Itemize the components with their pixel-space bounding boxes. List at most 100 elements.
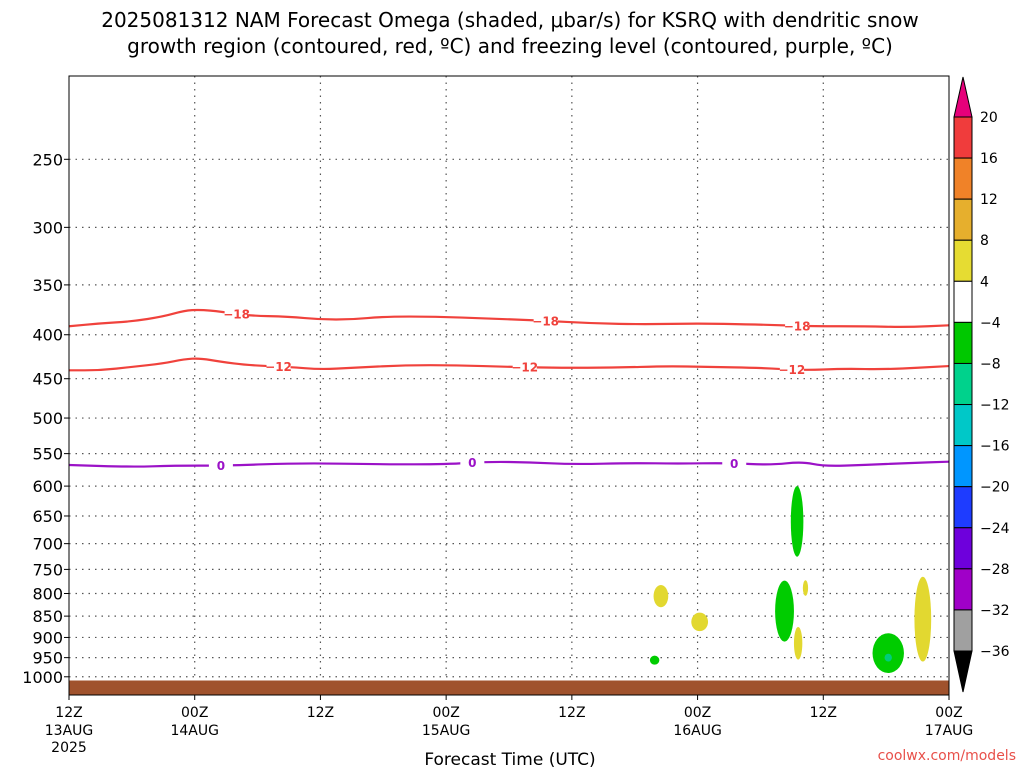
colorbar-label: −8 (980, 356, 1001, 372)
y-tick-label: 900 (32, 628, 63, 647)
colorbar-label: −36 (980, 644, 1010, 660)
colorbar-label: 8 (980, 233, 989, 249)
grid-lines (69, 76, 949, 695)
contour-label: −12 (511, 361, 538, 375)
colorbar-label: 4 (980, 274, 989, 290)
y-tick-label: 450 (32, 370, 63, 389)
x-tick-label: 00Z (181, 705, 208, 721)
contour-lines (69, 308, 949, 468)
omega-shaded-region (653, 584, 669, 608)
y-tick-label: 500 (32, 409, 63, 428)
x-tick-date-label: 15AUG (422, 723, 471, 739)
plot-frame (68, 75, 950, 696)
chart-title-line-1: 2025081312 NAM Forecast Omega (shaded, μ… (101, 8, 919, 32)
contour-label: 0 (468, 456, 476, 470)
colorbar-swatch (953, 486, 973, 529)
y-tick-label: 1000 (22, 668, 63, 687)
colorbar-label: −24 (980, 521, 1010, 537)
x-tick-label: 12Z (55, 705, 82, 721)
contour-label: −18 (784, 319, 811, 333)
y-tick-label: 400 (32, 326, 63, 345)
y-tick-label: 600 (32, 477, 63, 496)
y-tick-label: 650 (32, 507, 63, 526)
watermark: coolwx.com/models (878, 748, 1016, 764)
colorbar-swatch (953, 445, 973, 488)
colorbar-label: 12 (980, 192, 998, 208)
y-tick-label: 700 (32, 535, 63, 554)
contour-label-bg (460, 455, 485, 470)
colorbar-swatch (953, 404, 973, 447)
x-tick-label: 12Z (810, 705, 837, 721)
colorbar-swatch (953, 321, 973, 364)
omega-shaded-region (790, 486, 804, 557)
y-tick-label: 350 (32, 276, 63, 295)
contour-label: −18 (532, 314, 559, 328)
y-tick-label: 250 (32, 150, 63, 169)
x-tick-label: 00Z (684, 705, 711, 721)
omega-shading (649, 486, 932, 674)
omega-shaded-region (775, 580, 794, 642)
colorbar-label: −4 (980, 315, 1001, 331)
contour-label-bg (512, 360, 537, 375)
contour-label-bg (208, 458, 233, 473)
chart-title-line-2: growth region (contoured, red, ºC) and f… (127, 34, 893, 58)
y-tick-label: 800 (32, 584, 63, 603)
colorbar-label: −32 (980, 603, 1010, 619)
colorbar-label: −12 (980, 398, 1010, 414)
y-tick-label: 550 (32, 445, 63, 464)
omega-shaded-region (793, 626, 803, 660)
x-tick-date-label: 17AUG (925, 723, 974, 739)
colorbar: 20 16 12 8 4 −4 −8 −12 −16 −20 −24 −28 −32 −36 (953, 76, 1010, 693)
colorbar-swatch (953, 568, 973, 611)
omega-shaded-region (872, 633, 904, 674)
colorbar-swatch (953, 609, 973, 652)
y-tick-label: 750 (32, 560, 63, 579)
colorbar-label: −16 (980, 439, 1010, 455)
colorbar-swatch (953, 116, 973, 159)
y-tick-label: 300 (32, 218, 63, 237)
contour-label-bg (533, 313, 558, 328)
colorbar-swatch (953, 362, 973, 406)
x-tick-label: 00Z (935, 705, 962, 721)
y-axis: 250 300 350 400 450 500 550 600 650 700 750 800 850 9… (22, 150, 69, 687)
contour-label: 0 (217, 459, 225, 473)
omega-shaded-region (649, 655, 660, 665)
omega-shaded-region (802, 580, 809, 596)
x-tick-label: 00Z (432, 705, 459, 721)
colorbar-label: −20 (980, 480, 1010, 496)
contour-label-bg (266, 359, 291, 374)
colorbar-swatch (953, 239, 973, 282)
x-axis-title: Forecast Time (UTC) (424, 750, 595, 768)
contour-label: −18 (223, 308, 250, 322)
colorbar-label: −28 (980, 562, 1010, 578)
x-tick-label: 12Z (558, 705, 585, 721)
contour-label: −12 (265, 360, 292, 374)
surface-fill (69, 680, 949, 695)
contour-label: 0 (730, 457, 738, 471)
colorbar-bottom-arrow (953, 650, 973, 693)
omega-shaded-region (691, 612, 709, 632)
y-tick-label: 950 (32, 649, 63, 668)
contour-label-bg (224, 307, 249, 322)
contour-line (69, 308, 949, 328)
omega-shaded-region (884, 653, 892, 662)
contour-labels: −18 −18 −18 −12 −12 −12 0 0 0 (208, 307, 811, 473)
x-tick-date-label: 16AUG (673, 723, 722, 739)
colorbar-label: 20 (980, 110, 998, 126)
colorbar-top-arrow (953, 76, 973, 118)
x-tick-date-label: 13AUG (45, 723, 94, 739)
contour-label-bg (722, 456, 747, 471)
x-tick-label: 12Z (307, 705, 334, 721)
colorbar-swatch (953, 280, 973, 323)
surface-layer (69, 680, 949, 695)
contour-label: −12 (778, 363, 805, 377)
colorbar-swatch (953, 157, 973, 200)
x-tick-date-label: 14AUG (170, 723, 219, 739)
contour-label-bg (779, 362, 804, 377)
colorbar-swatch (953, 527, 973, 570)
contour-line (69, 460, 949, 468)
colorbar-swatch (953, 198, 973, 241)
x-tick-year-label: 2025 (51, 740, 87, 756)
contour-label-bg (785, 318, 810, 333)
contour-line (69, 357, 949, 372)
